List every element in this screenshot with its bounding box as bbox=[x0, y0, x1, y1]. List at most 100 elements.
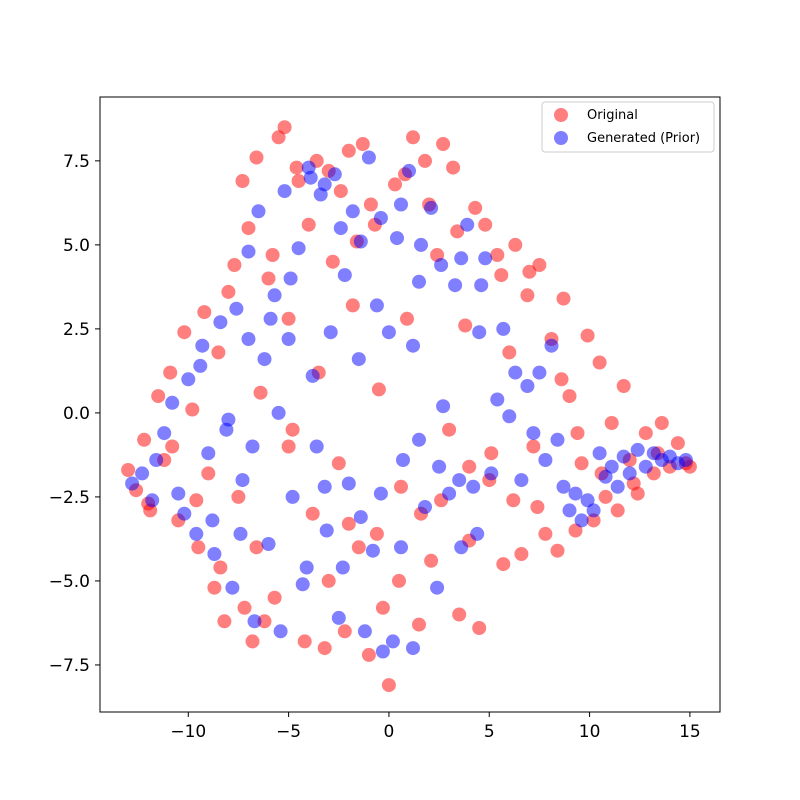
x-tick-label: 15 bbox=[679, 722, 701, 742]
scatter-point bbox=[496, 557, 511, 572]
scatter-point bbox=[580, 328, 595, 343]
scatter-point bbox=[638, 426, 653, 441]
scatter-point bbox=[125, 476, 140, 491]
scatter-point bbox=[448, 278, 463, 293]
scatter-point bbox=[538, 453, 553, 467]
scatter-point bbox=[165, 395, 180, 410]
legend-marker-original bbox=[554, 108, 568, 122]
scatter-point bbox=[197, 305, 212, 320]
scatter-point bbox=[149, 453, 164, 467]
scatter-point bbox=[446, 160, 461, 175]
scatter-point bbox=[530, 500, 545, 514]
scatter-point bbox=[267, 590, 282, 605]
scatter-point bbox=[295, 577, 310, 592]
scatter-point bbox=[237, 600, 252, 615]
scatter-point bbox=[598, 489, 613, 504]
scatter-point bbox=[351, 352, 366, 367]
scatter-point bbox=[361, 647, 376, 662]
scatter-point bbox=[526, 439, 541, 454]
scatter-point bbox=[556, 291, 571, 306]
scatter-point bbox=[353, 510, 368, 525]
scatter-point bbox=[580, 493, 595, 508]
scatter-point bbox=[365, 543, 380, 558]
scatter-point bbox=[434, 258, 449, 272]
scatter-point bbox=[245, 439, 260, 454]
scatter-point bbox=[145, 493, 160, 508]
scatter-point bbox=[406, 338, 420, 353]
scatter-point bbox=[570, 426, 585, 441]
scatter-point bbox=[598, 469, 613, 484]
scatter-point bbox=[604, 416, 619, 430]
scatter-point bbox=[211, 345, 226, 360]
scatter-point bbox=[205, 513, 220, 528]
scatter-point bbox=[361, 150, 376, 165]
scatter-point bbox=[351, 540, 366, 555]
scatter-point bbox=[562, 503, 577, 518]
scatter-point bbox=[277, 184, 292, 199]
scatter-point bbox=[233, 526, 248, 541]
scatter-point bbox=[622, 466, 637, 481]
scatter-point bbox=[375, 600, 390, 615]
scatter-point bbox=[544, 338, 559, 353]
scatter-point bbox=[470, 526, 485, 541]
scatter-point bbox=[610, 503, 625, 518]
scatter-point bbox=[281, 439, 296, 454]
scatter-point bbox=[257, 614, 272, 629]
scatter-point bbox=[490, 248, 505, 262]
x-tick-label: 5 bbox=[484, 722, 495, 742]
scatter-point bbox=[454, 540, 469, 555]
legend-box bbox=[541, 101, 715, 153]
legend-label-original: Original bbox=[587, 108, 638, 123]
scatter-point bbox=[478, 251, 493, 266]
scatter-point bbox=[568, 523, 583, 538]
scatter-point bbox=[436, 399, 451, 414]
scatter-point bbox=[165, 439, 180, 454]
points-layer bbox=[121, 120, 697, 693]
y-tick-label: 0.0 bbox=[63, 404, 90, 424]
scatter-point bbox=[506, 493, 521, 508]
scatter-point bbox=[484, 466, 499, 481]
scatter-point bbox=[394, 197, 408, 212]
scatter-point bbox=[586, 503, 601, 518]
scatter-point bbox=[520, 379, 535, 393]
scatter-point bbox=[508, 365, 523, 380]
scatter-point bbox=[406, 641, 420, 656]
scatter-point bbox=[157, 426, 172, 441]
scatter-point bbox=[305, 506, 320, 521]
scatter-point bbox=[630, 442, 645, 457]
scatter-point bbox=[406, 130, 420, 145]
scatter-point bbox=[235, 174, 250, 188]
scatter-point bbox=[291, 241, 306, 256]
scatter-point bbox=[229, 301, 244, 316]
scatter-point bbox=[281, 311, 296, 326]
scatter-point bbox=[305, 368, 320, 383]
scatter-point bbox=[163, 365, 178, 380]
scatter-point bbox=[556, 479, 571, 494]
scatter-point bbox=[177, 506, 192, 521]
scatter-point bbox=[261, 271, 276, 286]
scatter-point bbox=[303, 170, 318, 185]
scatter-point bbox=[490, 392, 505, 407]
scatter-point bbox=[424, 200, 439, 215]
scatter-point bbox=[271, 130, 286, 145]
scatter-point bbox=[331, 456, 346, 471]
scatter-point bbox=[327, 167, 342, 182]
scatter-point bbox=[335, 560, 350, 575]
scatter-point bbox=[472, 325, 487, 340]
scatter-point bbox=[402, 163, 416, 178]
scatter-point bbox=[263, 311, 278, 326]
scatter-point bbox=[526, 426, 541, 441]
scatter-point bbox=[309, 439, 324, 454]
scatter-point bbox=[345, 298, 360, 313]
scatter-point bbox=[462, 459, 477, 474]
scatter-point bbox=[201, 466, 216, 481]
scatter-point bbox=[301, 217, 316, 232]
scatter-point bbox=[251, 204, 266, 219]
scatter-point bbox=[189, 526, 204, 541]
scatter-point bbox=[201, 446, 216, 461]
series-generated bbox=[125, 150, 693, 659]
scatter-point bbox=[207, 580, 222, 595]
scatter-point bbox=[442, 422, 457, 437]
scatter-point bbox=[357, 624, 372, 639]
